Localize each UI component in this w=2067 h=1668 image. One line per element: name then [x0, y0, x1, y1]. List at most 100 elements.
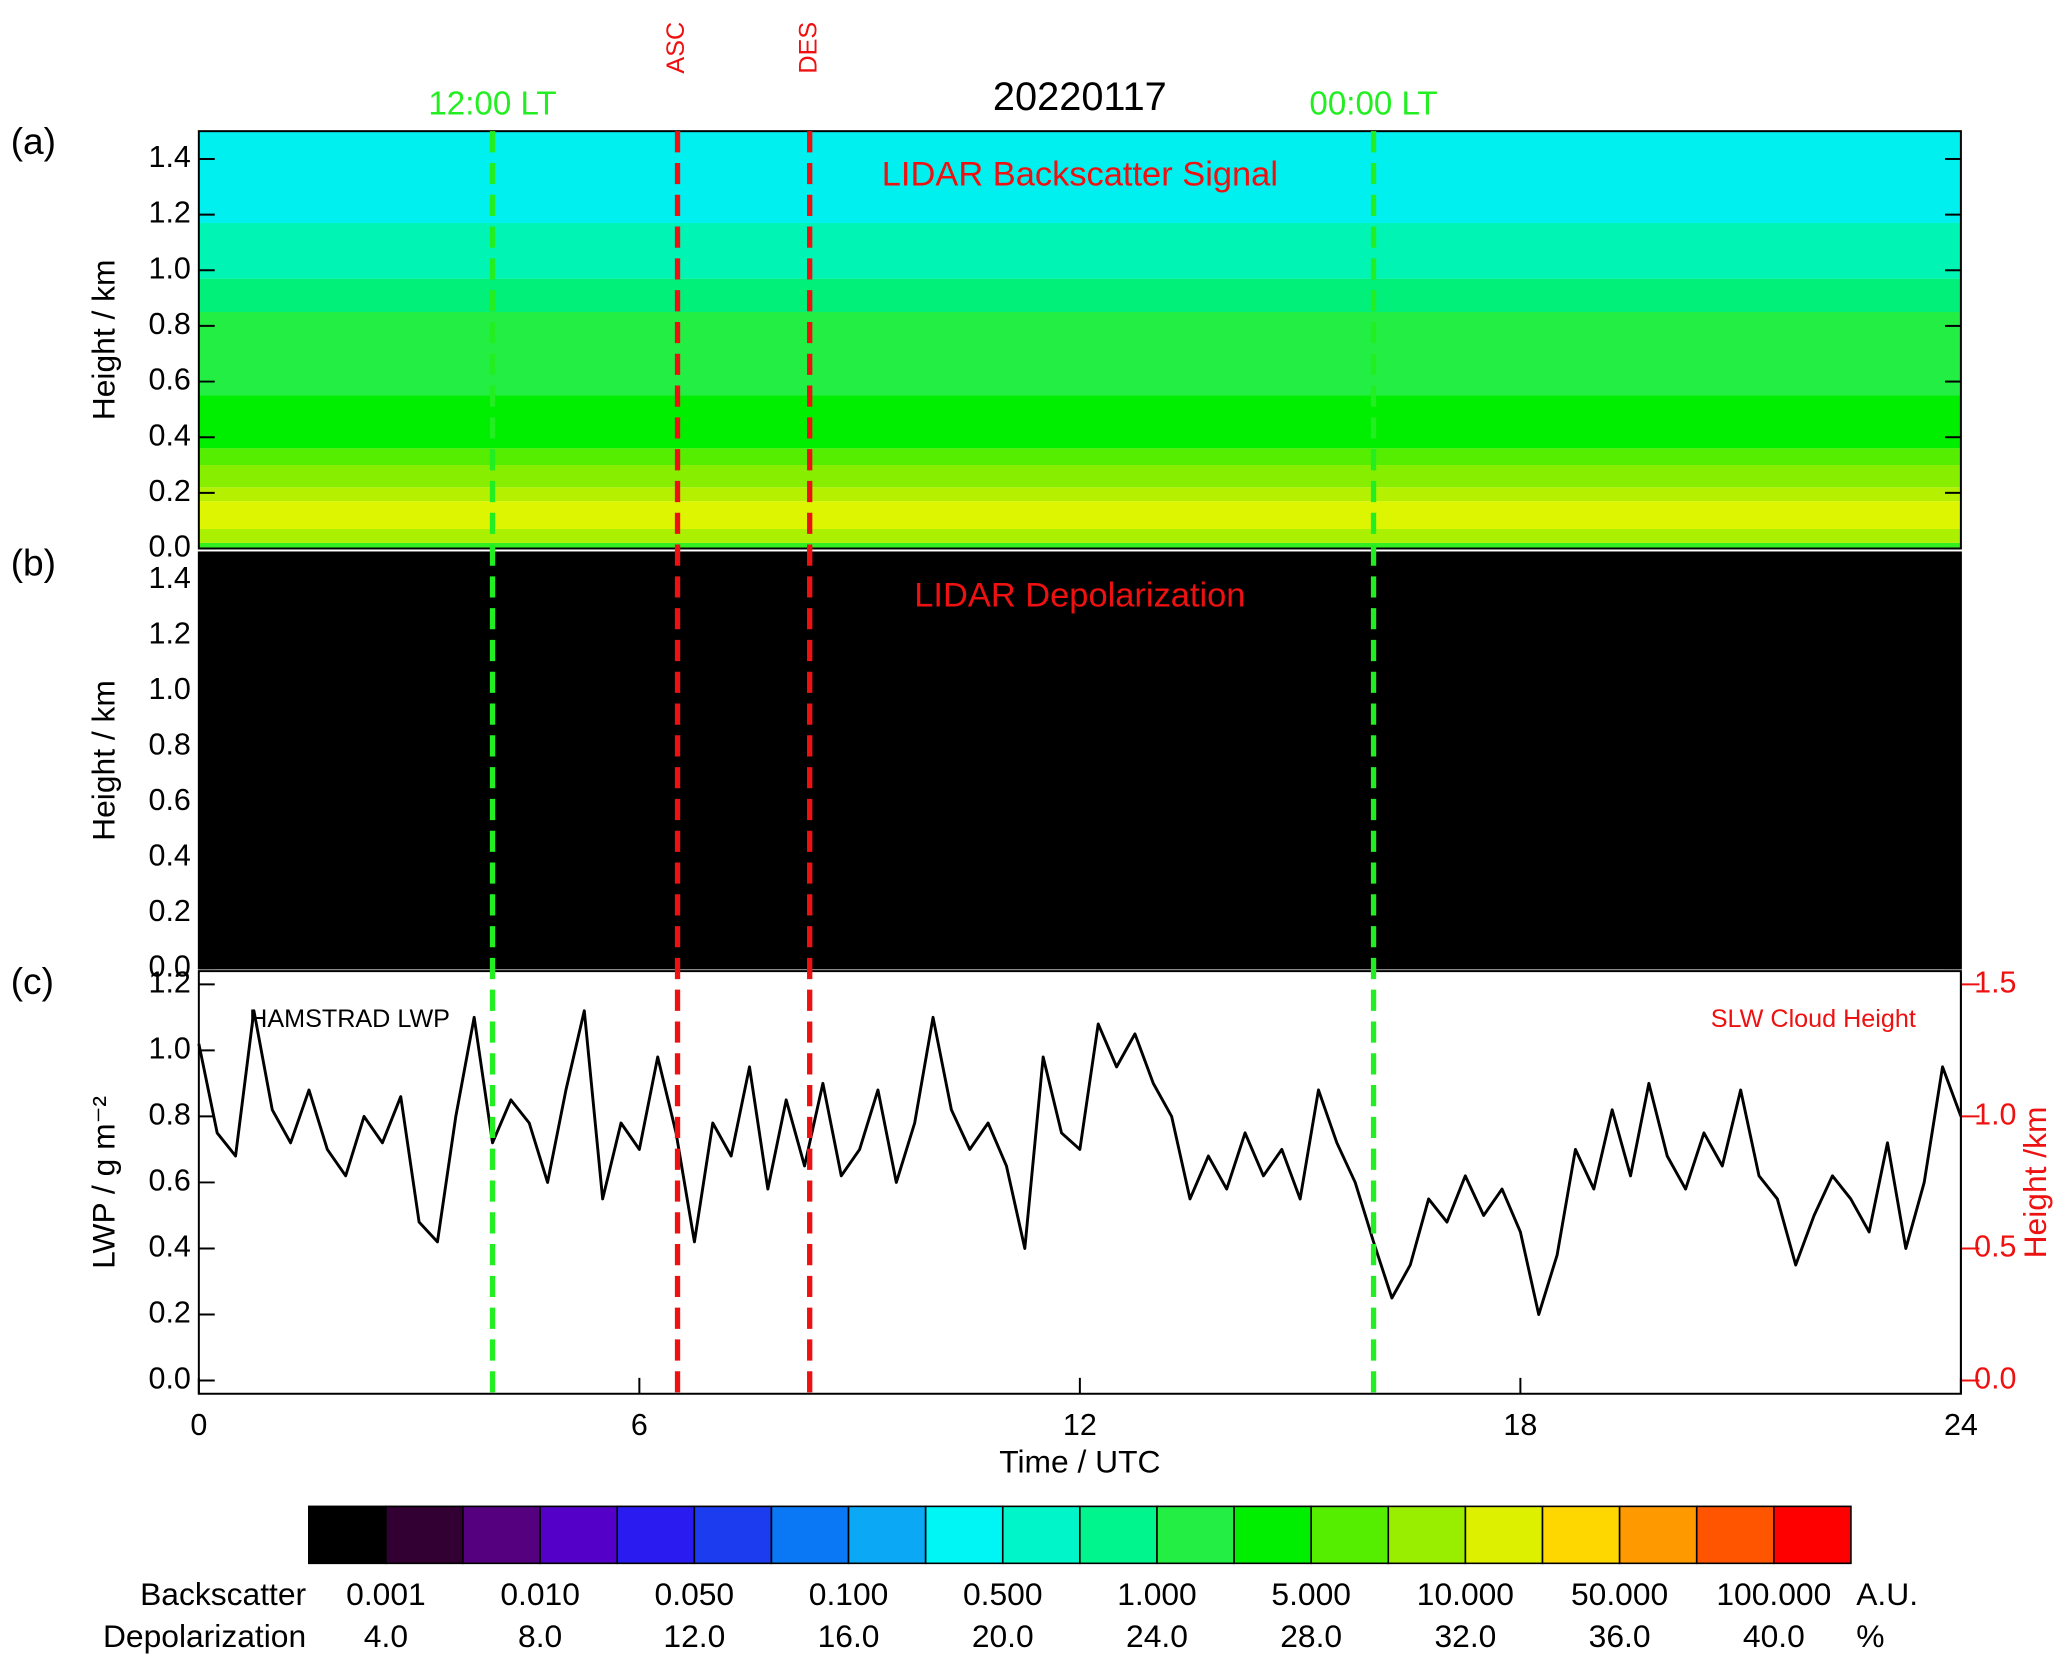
colorbar-label: 0.010 [500, 1576, 580, 1612]
y-tick-label: 1.0 [149, 251, 191, 285]
x-tick-label: 0 [190, 1408, 207, 1442]
y-tick-label: 0.2 [149, 894, 191, 928]
y-tick-label: 1.4 [149, 561, 191, 595]
colorbar-row-name: Backscatter [140, 1576, 306, 1612]
colorbar-row-name: Depolarization [103, 1618, 306, 1654]
panel-label: (a) [11, 120, 56, 162]
panel-label: (c) [11, 960, 54, 1002]
marker-label: 12:00 LT [428, 86, 556, 123]
colorbar-label: 0.001 [346, 1576, 426, 1612]
colorbar-label: 5.000 [1271, 1576, 1351, 1612]
y-axis-label: LWP / g m⁻² [85, 1096, 121, 1269]
colorbar-label: 10.000 [1417, 1576, 1514, 1612]
colorbar-cell [1773, 1505, 1852, 1565]
panel-annotation: SLW Cloud Height [1711, 1005, 1916, 1033]
y-tick-label: 0.0 [149, 530, 191, 564]
colorbar-label: 1.000 [1117, 1576, 1197, 1612]
y-tick-label: 0.6 [149, 363, 191, 397]
colorbar-label: 40.0 [1743, 1618, 1805, 1654]
colorbar-label: 16.0 [818, 1618, 880, 1654]
colorbar-cell [924, 1505, 1004, 1565]
y-tick-label: 1.0 [149, 672, 191, 706]
colorbar-cell [1695, 1505, 1775, 1565]
chart-title: 20220117 [993, 75, 1167, 119]
panel-annotation: LIDAR Depolarization [914, 577, 1245, 615]
y-tick-label: 0.8 [149, 307, 191, 341]
contour-band [198, 542, 1961, 549]
x-tick-label: 6 [631, 1408, 648, 1442]
y-axis-label: Height / km [85, 680, 121, 841]
y-tick-label: 0.8 [149, 728, 191, 762]
y-tick-label: 0.6 [149, 783, 191, 817]
colorbar-cell [1618, 1505, 1698, 1565]
colorbar-cell [1001, 1505, 1081, 1565]
y-tick-label: 1.2 [149, 196, 191, 230]
x-tick-label: 24 [1944, 1408, 1978, 1442]
colorbar-cell [462, 1505, 541, 1565]
y2-tick-label: 0.0 [1974, 1362, 2016, 1396]
x-tick-label: 12 [1063, 1408, 1097, 1442]
panel-label: (b) [11, 542, 56, 584]
colorbar-unit: % [1856, 1618, 1884, 1654]
y-tick-label: 0.6 [149, 1163, 191, 1197]
plot-frame [197, 130, 1962, 550]
plot-frame [197, 970, 1962, 1395]
colorbar-cell [693, 1505, 773, 1565]
contour-band [198, 487, 1961, 502]
colorbar-label: 0.050 [655, 1576, 735, 1612]
contour-band [198, 312, 1961, 396]
colorbar-label: 32.0 [1434, 1618, 1496, 1654]
plot-frame [197, 551, 1962, 970]
colorbar-label: 0.100 [809, 1576, 889, 1612]
y-tick-label: 0.8 [149, 1097, 191, 1131]
y-axis-label: Height / km [85, 259, 121, 420]
contour-band [198, 448, 1961, 466]
colorbar-cell [385, 1505, 464, 1565]
y-tick-label: 0.4 [149, 418, 191, 452]
y-tick-label: 0.0 [149, 950, 191, 984]
colorbar-cell [1310, 1505, 1390, 1565]
colorbar-cell [1156, 1505, 1235, 1565]
contour-band [198, 395, 1961, 449]
colorbar-label: 12.0 [663, 1618, 725, 1654]
y2-tick-label: 0.5 [1974, 1230, 2016, 1264]
colorbar-label: 20.0 [972, 1618, 1034, 1654]
y-tick-label: 1.2 [149, 965, 191, 999]
y-tick-label: 0.4 [149, 839, 191, 873]
colorbar-cell [1079, 1505, 1158, 1565]
contour-band [198, 552, 1961, 969]
y-tick-label: 0.2 [149, 474, 191, 508]
colorbar-label: 36.0 [1589, 1618, 1651, 1654]
y-tick-label: 0.2 [149, 1296, 191, 1330]
contour-band [198, 465, 1961, 488]
marker-label: ASC [662, 22, 690, 74]
colorbar-label: 28.0 [1280, 1618, 1342, 1654]
colorbar-cell [1233, 1505, 1312, 1565]
panel-annotation: LIDAR Backscatter Signal [882, 155, 1278, 193]
y2-axis-label: Height /km [2017, 1106, 2053, 1258]
y-tick-label: 1.2 [149, 617, 191, 651]
y-tick-label: 1.4 [149, 140, 191, 174]
contour-band [198, 501, 1961, 530]
lwp-line [197, 1009, 1963, 1316]
contour-band [198, 529, 1961, 543]
contour-band [198, 222, 1961, 279]
colorbar-cell [1464, 1505, 1544, 1565]
colorbar-label: 8.0 [518, 1618, 562, 1654]
y2-tick-label: 1.0 [1974, 1097, 2016, 1131]
colorbar-cell [308, 1505, 387, 1565]
colorbar-label: 4.0 [364, 1618, 408, 1654]
y-tick-label: 1.0 [149, 1031, 191, 1065]
x-axis-label: Time / UTC [999, 1443, 1160, 1479]
y2-tick-label: 1.5 [1974, 965, 2016, 999]
colorbar-cell [770, 1505, 850, 1565]
colorbar-cell [539, 1505, 619, 1565]
colorbar-unit: A.U. [1856, 1576, 1918, 1612]
marker-label: 00:00 LT [1309, 86, 1437, 123]
colorbar-cell [847, 1505, 927, 1565]
colorbar-label: 50.000 [1571, 1576, 1668, 1612]
marker-label: DES [794, 22, 822, 74]
series-label: HAMSTRAD LWP [249, 1005, 450, 1033]
contour-band [198, 278, 1961, 313]
